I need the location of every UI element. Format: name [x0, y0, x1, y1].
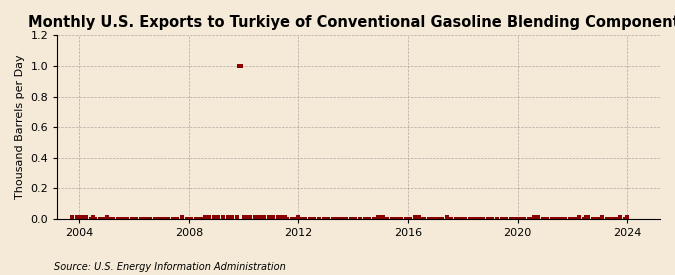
Y-axis label: Thousand Barrels per Day: Thousand Barrels per Day [15, 55, 25, 199]
Title: Monthly U.S. Exports to Turkiye of Conventional Gasoline Blending Components: Monthly U.S. Exports to Turkiye of Conve… [28, 15, 675, 30]
Text: Source: U.S. Energy Information Administration: Source: U.S. Energy Information Administ… [54, 262, 286, 272]
